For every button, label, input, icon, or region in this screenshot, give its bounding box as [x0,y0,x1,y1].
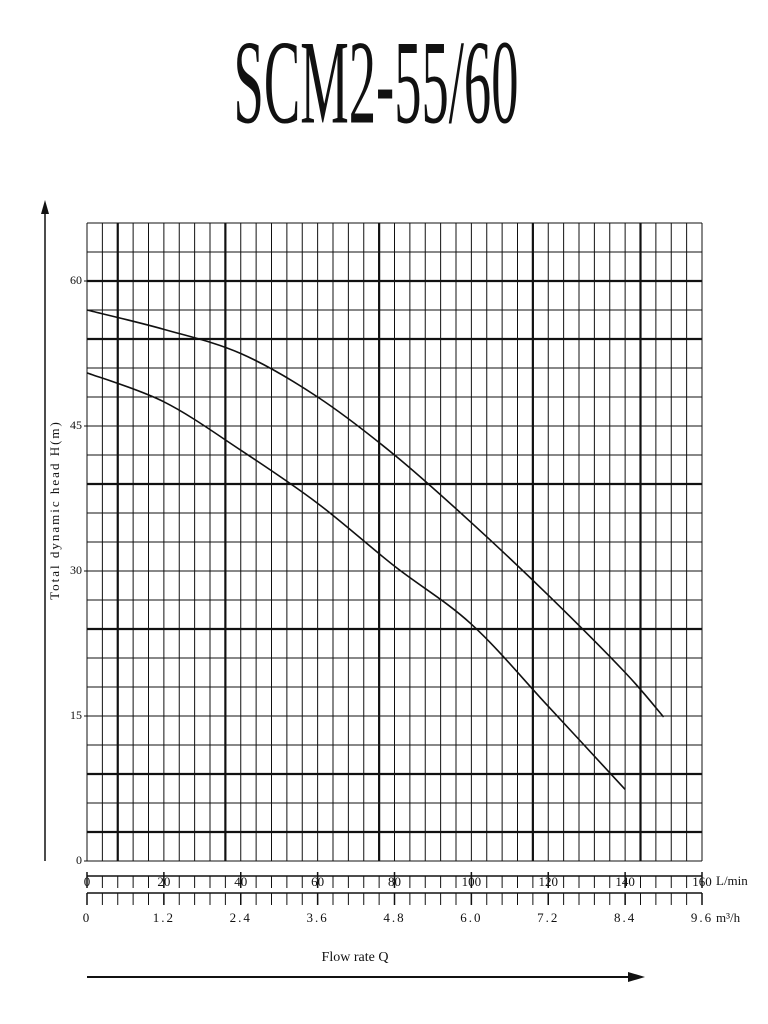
x-tick-label: 100 [462,874,482,889]
chart-title: SCM2-55/60 [234,16,519,149]
x2-tick-label: 9.6 [691,910,713,925]
x2-tick-label: 4.8 [383,910,405,925]
x-tick-label: 160 [692,874,712,889]
x-unit: L/min [716,873,748,888]
y-tick-label: 60 [70,273,82,287]
x-tick-label: 140 [615,874,635,889]
x2-tick-label: 8.4 [614,910,636,925]
y-axis-title: Total dynamic head H(m) [47,420,62,600]
x2-tick-label: 3.6 [307,910,329,925]
x2-tick-label: 2.4 [230,910,252,925]
x-tick-label: 80 [388,874,401,889]
x2-unit: m³/h [716,910,741,925]
y-tick-label: 0 [76,853,82,867]
x2-tick-label: 0 [83,910,92,925]
y-tick-label: 45 [70,418,82,432]
y-tick-label: 15 [70,708,82,722]
x2-tick-label: 6.0 [460,910,482,925]
x-tick-label: 0 [84,874,91,889]
x-tick-label: 120 [539,874,559,889]
curve [86,309,665,718]
x-tick-label: 60 [311,874,324,889]
arrow-head [628,972,645,982]
arrow-head [41,200,49,214]
x2-tick-label: 1.2 [153,910,175,925]
curve [86,372,626,791]
x-tick-label: 20 [157,874,170,889]
y-tick-label: 30 [70,563,82,577]
x2-tick-label: 7.2 [537,910,559,925]
x-axis-title: Flow rate Q [322,950,389,965]
x-tick-label: 40 [234,874,247,889]
minor-grid [86,222,703,862]
